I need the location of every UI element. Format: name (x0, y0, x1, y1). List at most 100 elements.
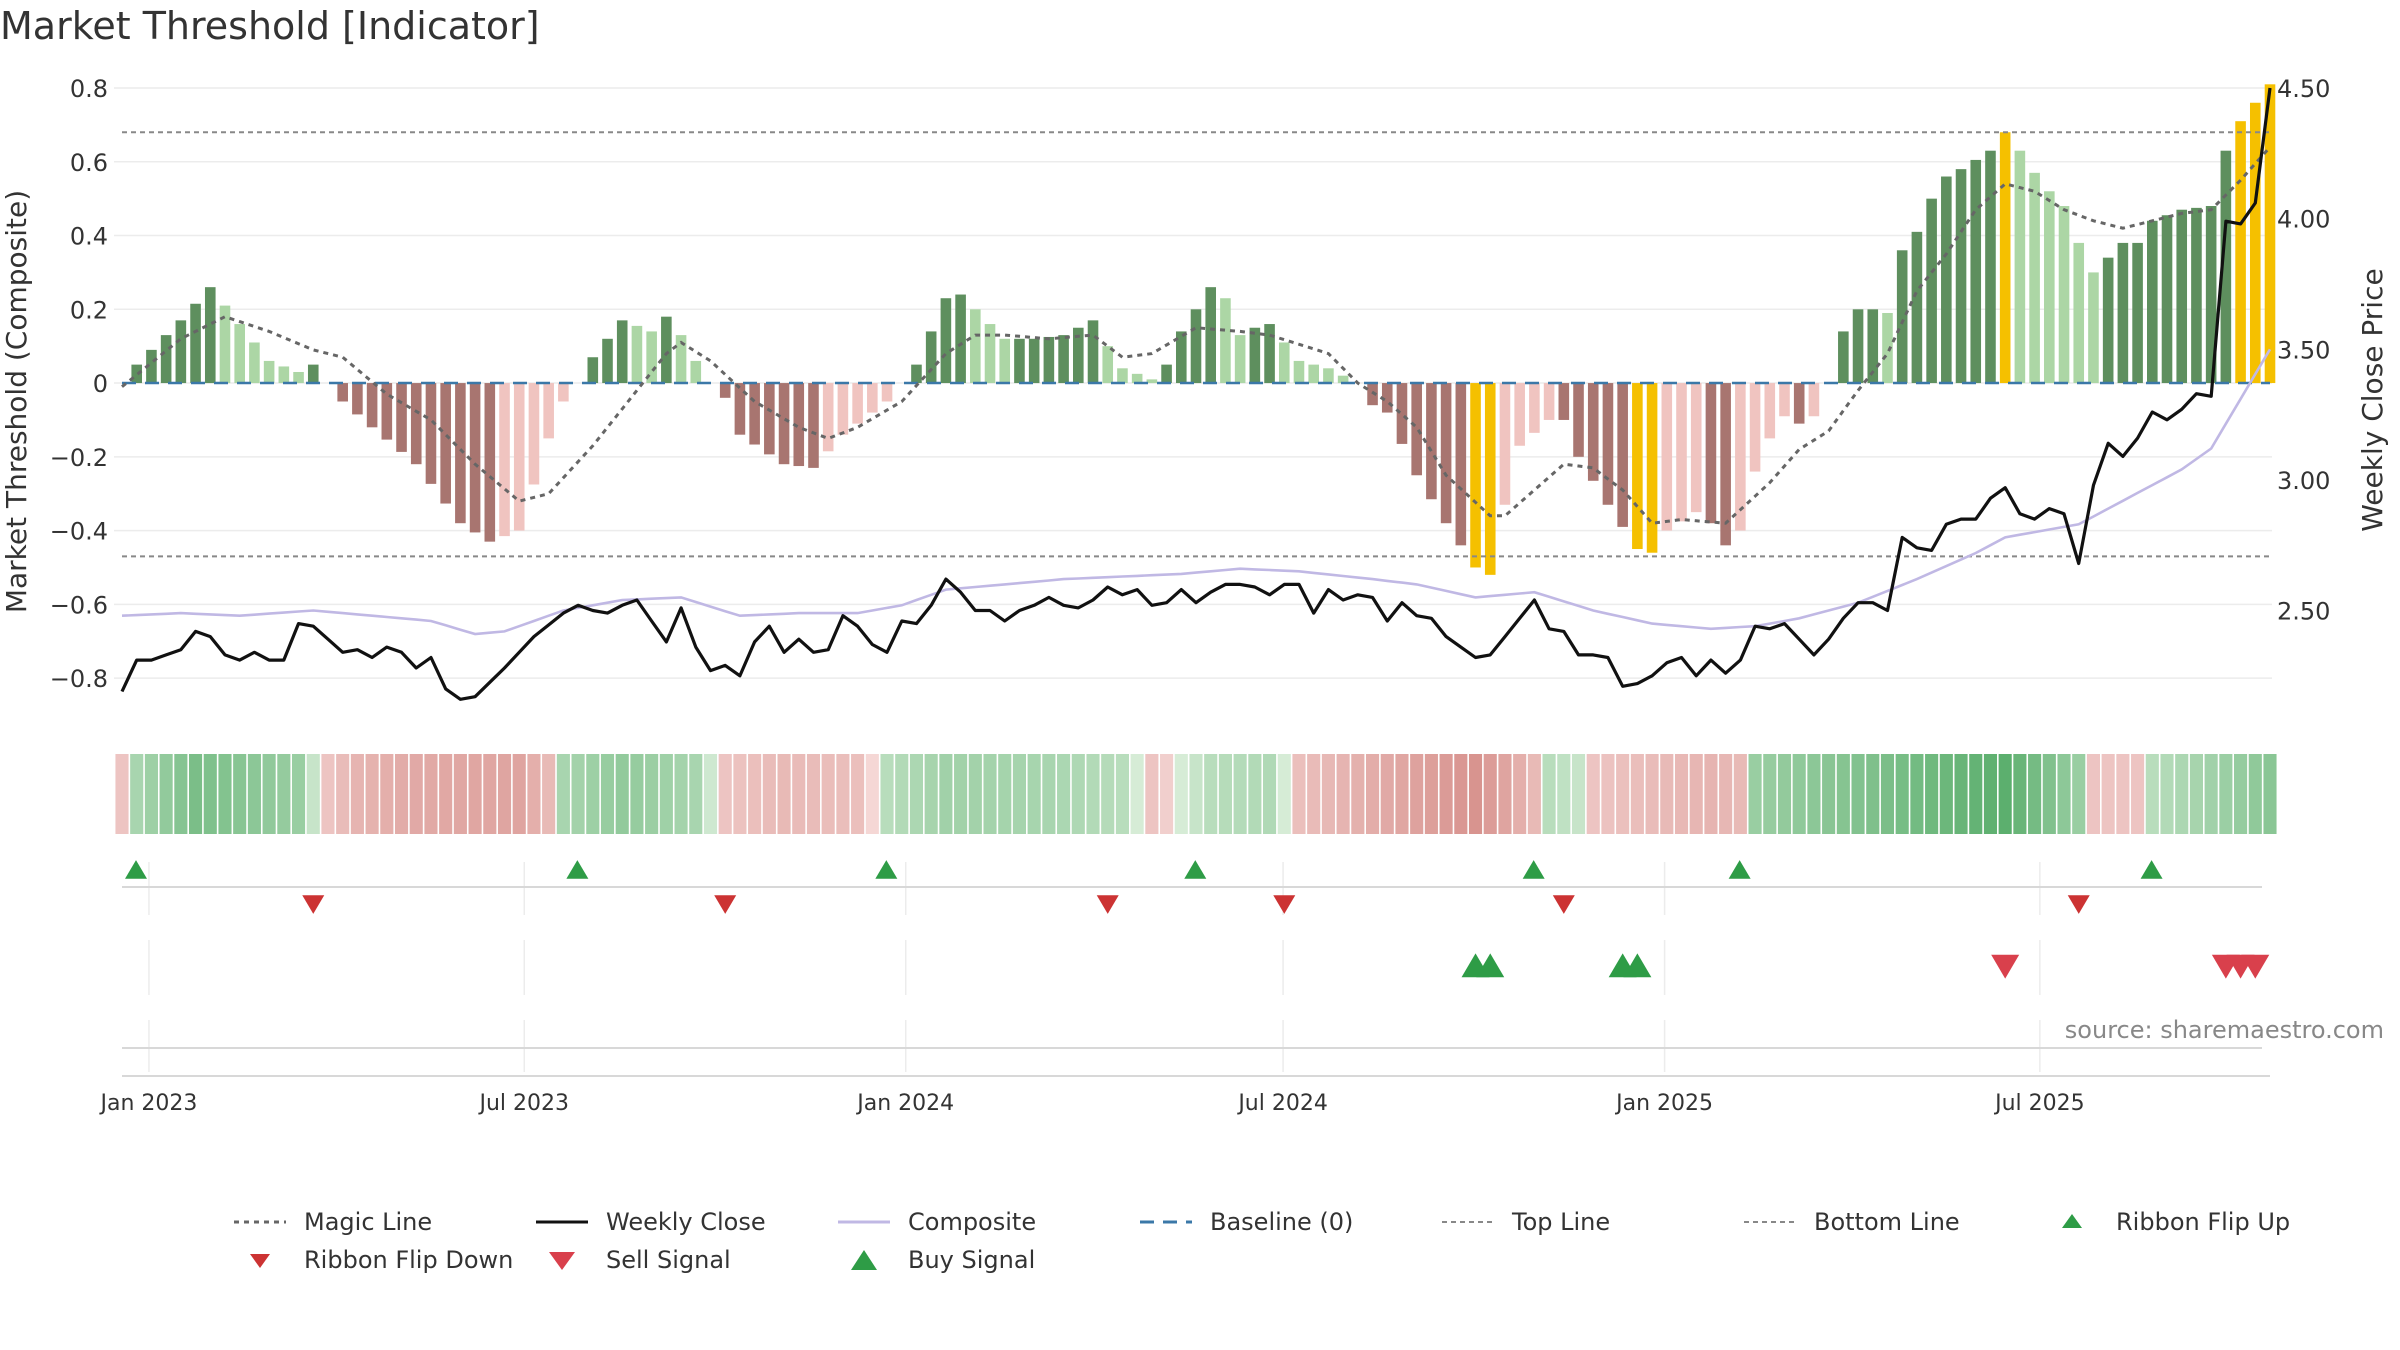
legend-item-bottom: Bottom Line (1740, 1208, 1960, 1236)
ribbon-cell (2086, 754, 2101, 834)
composite-bar (499, 383, 510, 537)
ribbon-cell (2175, 754, 2189, 834)
composite-bar (484, 383, 496, 542)
composite-bar (587, 357, 599, 384)
legend-label: Composite (908, 1208, 1037, 1236)
ribbon-cell (1027, 754, 1041, 834)
composite-bar (1073, 327, 1084, 384)
ribbon-cell (1454, 754, 1468, 834)
ribbon-cell (1057, 754, 1071, 834)
composite-bar (984, 324, 996, 384)
composite-bar (1058, 335, 1069, 384)
composite-bar (219, 305, 231, 384)
chart: 0.8 0.6 0.4 0.2 0 −0.2 −0.4 −0.6 −0.8 4.50 4.00 3.5… (0, 75, 2389, 1116)
composite-bar (293, 371, 304, 384)
ribbon-cell (1630, 754, 1644, 834)
composite-bar (1337, 375, 1349, 384)
ribbon-flip-down-marker (1096, 895, 1119, 914)
ribbon-cell (1792, 754, 1806, 834)
composite-bar (2102, 257, 2114, 384)
composite-bar (352, 383, 363, 415)
composite-bar (2117, 242, 2129, 384)
ribbon-flip-down-marker (1552, 895, 1575, 914)
legend-label: Top Line (1512, 1208, 1611, 1236)
ribbon-cell (1527, 754, 1541, 834)
y-tick-label-left: −0.8 (50, 665, 108, 693)
ribbon-cell (2204, 754, 2218, 834)
ribbon-cell (983, 754, 997, 834)
ribbon-cell (2013, 754, 2027, 834)
composite-bar (2220, 150, 2232, 384)
ribbon-cell (1145, 754, 1159, 834)
y-tick-label-right: 3.50 (2277, 336, 2330, 364)
ribbon-cell (247, 754, 261, 834)
ribbon-cell (792, 754, 806, 834)
composite-bar (2147, 220, 2158, 384)
composite-bar (1661, 383, 1673, 531)
composite-bar (1381, 383, 1393, 413)
legend-label: Weekly Close (606, 1208, 766, 1236)
composite-bar (146, 349, 157, 384)
ribbon-cell (1101, 754, 1115, 834)
ribbon-cell (306, 754, 320, 834)
ribbon-cell (174, 754, 188, 834)
legend-symbol-sell (549, 1252, 575, 1270)
ribbon-cell (1204, 754, 1218, 834)
ribbon-cell (1763, 754, 1777, 834)
composite-bar (425, 383, 437, 484)
ribbon-cell (586, 754, 600, 834)
composite-bar (1264, 324, 1275, 384)
composite-bar (1587, 383, 1599, 481)
composite-bar (2161, 215, 2173, 384)
ribbon-cell (615, 754, 629, 834)
composite-bar (940, 298, 952, 384)
page-title: Market Threshold [Indicator] (0, 4, 540, 48)
composite-bar (808, 383, 819, 468)
composite-bar (1396, 383, 1408, 444)
weekly-close-line (120, 87, 2272, 701)
composite-bar (1190, 309, 1202, 384)
composite-bar (1735, 383, 1746, 531)
ribbon-cell (2101, 754, 2115, 834)
ribbon-cell (968, 754, 982, 834)
ribbon-cell (424, 754, 438, 834)
y-tick-label-right: 4.00 (2277, 206, 2330, 234)
y-tick-label-left: 0 (93, 370, 108, 398)
ribbon-cell (865, 754, 879, 834)
ribbon-cell (1086, 754, 1100, 834)
composite-bar (204, 287, 216, 384)
ribbon-cell (1498, 754, 1512, 834)
ribbon-cell (2248, 754, 2262, 834)
ribbon-cell (1719, 754, 1733, 834)
composite-bar (1705, 383, 1717, 524)
composite-bar (381, 383, 393, 440)
ribbon-cell (748, 754, 762, 834)
ribbon-cell (689, 754, 703, 834)
composite-bar (1896, 250, 1908, 384)
y-axis-title-right: Weekly Close Price (2356, 268, 2389, 531)
ribbon-cell (321, 754, 335, 834)
composite-bar (602, 338, 613, 384)
ribbon-cell (1586, 754, 1600, 834)
ribbon-cell (659, 754, 673, 834)
composite-bar (1205, 287, 1217, 384)
ribbon-cell (630, 754, 644, 834)
ribbon-cell (1307, 754, 1321, 834)
composite-bar (543, 383, 554, 439)
ribbon-cell (851, 754, 865, 834)
ribbon-cell (2028, 754, 2042, 834)
composite-bar (1102, 346, 1114, 384)
composite-bar (1323, 368, 1334, 384)
composite-bar (793, 383, 805, 467)
ribbon-cell (924, 754, 938, 834)
legend-symbol-bottom (1744, 1221, 1796, 1223)
ribbon-cell (1160, 754, 1174, 834)
composite-bar (366, 383, 378, 428)
ribbon-flip-up-marker (2140, 860, 2163, 879)
composite-bar (440, 383, 451, 504)
y-tick-label-right: 2.50 (2277, 598, 2330, 626)
y-tick-label-left: −0.6 (50, 591, 108, 619)
x-tick-label: Jan 2023 (99, 1091, 198, 1116)
ribbon-cell (762, 754, 776, 834)
composite-bar (646, 331, 657, 384)
